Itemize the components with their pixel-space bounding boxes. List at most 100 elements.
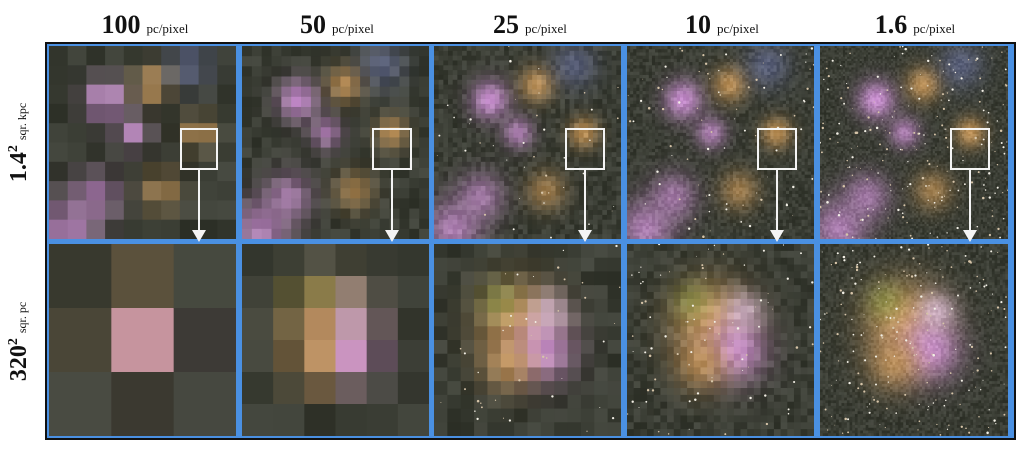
nebula-pixel: [508, 234, 515, 239]
nebula-pixel: [350, 117, 361, 128]
nebula-pixel: [645, 139, 650, 144]
nebula-pixel: [560, 84, 566, 91]
nebula-pixel: [271, 76, 282, 88]
nebula-pixel: [717, 213, 722, 218]
nebula-pixel: [476, 94, 482, 100]
nebula-pixel: [661, 190, 665, 195]
nebula-pixel: [692, 142, 697, 147]
nebula-pixel: [583, 210, 589, 216]
nebula-pixel: [518, 70, 524, 76]
nebula-pixel: [485, 128, 491, 134]
nebula-pixel: [532, 79, 538, 86]
nebula-pixel: [686, 123, 690, 128]
nebula-pixel: [676, 232, 681, 237]
nebula-pixel: [471, 156, 477, 163]
nebula-pixel: [720, 97, 725, 102]
nebula-pixel: [673, 58, 678, 63]
nebula-pixel: [692, 210, 697, 214]
nebula-pixel: [320, 127, 332, 139]
nebula-pixel: [606, 190, 613, 197]
nebula-pixel: [754, 46, 759, 50]
nebula-pixel: [588, 161, 594, 168]
nebula-pixel: [711, 100, 715, 105]
nebula-pixel: [695, 219, 700, 224]
nebula-pixel: [522, 99, 529, 105]
nebula-pixel: [633, 81, 637, 86]
nebula-pixel: [597, 103, 603, 110]
nebula-pixel: [679, 123, 684, 128]
nebula-pixel: [320, 46, 332, 57]
nebula-pixel: [550, 84, 557, 91]
nebula-pixel: [767, 155, 771, 160]
nebula-pixel: [717, 152, 722, 156]
nebula-pixel: [527, 74, 533, 81]
nebula-pixel: [751, 49, 756, 54]
nebula-pixel: [630, 152, 634, 156]
nebula-pixel: [773, 68, 778, 73]
nebula-pixel: [767, 226, 771, 230]
nebula-pixel: [692, 155, 697, 160]
nebula-pixel: [698, 158, 703, 163]
nebula-pixel: [633, 161, 637, 166]
nebula-pixel: [251, 188, 263, 199]
nebula-pixel: [452, 166, 458, 173]
nebula-pixel: [443, 210, 449, 216]
nebula-pixel: [627, 165, 631, 169]
nebula-pixel: [471, 70, 477, 76]
nebula-pixel: [701, 200, 706, 205]
nebula-pixel: [708, 46, 712, 50]
nebula-pixel: [770, 78, 775, 82]
nebula-pixel: [550, 55, 557, 62]
nebula-pixel: [692, 229, 697, 234]
nebula-pixel: [736, 62, 740, 66]
nebula-pixel: [686, 49, 690, 54]
nebula-pixel: [518, 128, 524, 134]
nebula-pixel: [764, 100, 768, 105]
nebula-pixel: [504, 94, 510, 100]
nebula-pixel: [251, 117, 263, 128]
nebula-pixel: [546, 234, 552, 239]
nebula-pixel: [592, 137, 599, 144]
nebula-pixel: [723, 129, 728, 134]
nebula-pixel: [513, 60, 519, 66]
nebula-pixel: [748, 232, 753, 237]
nebula-pixel: [588, 94, 594, 100]
nebula-pixel: [648, 103, 653, 108]
nebula-pixel: [726, 161, 731, 166]
nebula-pixel: [480, 190, 487, 197]
nebula-pixel: [569, 176, 575, 182]
nebula-pixel: [676, 177, 681, 182]
star-point: [508, 46, 510, 47]
nebula-pixel: [588, 152, 594, 158]
nebula-pixel: [583, 156, 589, 163]
nebula-pixel: [683, 126, 687, 131]
nebula-pixel: [645, 87, 650, 92]
nebula-pixel: [499, 137, 505, 144]
nebula-pixel: [655, 49, 659, 54]
nebula-pixel: [701, 145, 706, 150]
nebula-pixel: [648, 187, 653, 192]
nebula-pixel: [639, 65, 644, 70]
nebula-pixel: [142, 65, 162, 86]
nebula-pixel: [616, 70, 621, 76]
nebula-pixel: [667, 168, 672, 173]
column-header-value: 1.6: [875, 10, 908, 40]
nebula-pixel: [689, 113, 694, 118]
nebula-pixel: [513, 142, 519, 148]
nebula-pixel: [736, 206, 740, 211]
nebula-pixel: [541, 46, 547, 52]
nebula-pixel: [767, 68, 771, 73]
nebula-pixel: [583, 200, 589, 206]
nebula-pixel: [723, 113, 728, 118]
nebula-pixel: [532, 65, 538, 71]
nebula-pixel: [508, 210, 515, 216]
nebula-pixel: [651, 62, 656, 66]
nebula-pixel: [627, 71, 631, 76]
nebula-pixel: [692, 222, 697, 227]
nebula-pixel: [664, 197, 669, 201]
nebula-pixel: [726, 46, 731, 50]
nebula-pixel: [546, 50, 552, 57]
nebula-pixel: [527, 176, 533, 182]
nebula-pixel: [546, 60, 552, 66]
nebula-pixel: [611, 74, 617, 81]
